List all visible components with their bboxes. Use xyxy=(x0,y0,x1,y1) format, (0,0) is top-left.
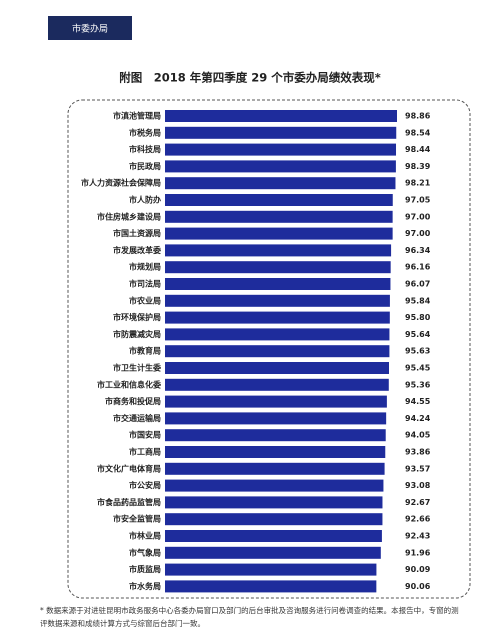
bar xyxy=(165,294,390,307)
category-label: 市司法局 xyxy=(129,279,161,289)
category-label: 市防震减灾局 xyxy=(113,329,161,339)
footnote: * 数据来源于对进驻昆明市政务服务中心各委办局窗口及部门的后台审批及咨询服务进行… xyxy=(40,606,459,628)
value-label: 95.64 xyxy=(405,330,431,339)
category-label: 市气象局 xyxy=(129,547,161,557)
value-label: 98.54 xyxy=(405,128,431,137)
value-label: 90.06 xyxy=(405,582,431,591)
bar xyxy=(165,328,390,341)
category-label: 市公安局 xyxy=(129,480,161,490)
category-label: 市工商局 xyxy=(129,447,161,457)
bar xyxy=(165,261,391,274)
value-label: 91.96 xyxy=(405,548,431,557)
bar xyxy=(165,311,390,324)
value-label: 96.34 xyxy=(405,246,431,255)
bar xyxy=(165,143,397,156)
frame xyxy=(67,99,471,599)
bar xyxy=(165,395,387,408)
category-label: 市商务和投促局 xyxy=(105,396,161,406)
bar xyxy=(165,210,393,223)
category-label: 市林业局 xyxy=(129,531,161,541)
category-label: 市工业和信息化委 xyxy=(97,379,162,389)
value-label: 98.21 xyxy=(405,179,431,188)
value-label: 93.08 xyxy=(405,481,431,490)
header-tab-label: 市委办局 xyxy=(72,23,108,35)
category-label: 市发展改革委 xyxy=(113,245,162,255)
value-label: 92.66 xyxy=(405,515,431,524)
bar xyxy=(165,227,393,240)
value-label: 90.09 xyxy=(405,565,431,574)
category-label: 市环境保护局 xyxy=(113,312,161,322)
chart: 市委办局 附图 2018 年第四季度 29 个市委办局绩效表现* 市滇池管理局 9… xyxy=(48,16,471,599)
category-label: 市水务局 xyxy=(129,581,161,591)
category-label: 市安全监管局 xyxy=(113,514,161,524)
value-label: 97.00 xyxy=(405,212,431,221)
bar xyxy=(165,362,389,374)
bar xyxy=(165,177,396,190)
bar xyxy=(165,563,377,576)
value-label: 98.44 xyxy=(405,145,431,154)
value-label: 96.07 xyxy=(405,280,430,289)
bar xyxy=(165,244,392,257)
category-label: 市住房城乡建设局 xyxy=(97,211,161,221)
value-label: 92.43 xyxy=(405,532,430,541)
value-label: 95.45 xyxy=(405,364,431,373)
value-label: 96.16 xyxy=(405,263,431,272)
value-label: 98.39 xyxy=(405,162,431,171)
value-label: 98.86 xyxy=(405,112,431,121)
category-label: 市文化广电体育局 xyxy=(97,463,161,473)
value-label: 92.67 xyxy=(405,498,430,507)
bar xyxy=(165,462,385,475)
header-tab xyxy=(48,16,132,40)
bar xyxy=(165,446,386,458)
chart-title: 附图 2018 年第四季度 29 个市委办局绩效表现* xyxy=(119,71,381,85)
value-label: 95.84 xyxy=(405,296,431,305)
bar xyxy=(165,479,384,492)
value-label: 93.57 xyxy=(405,464,430,473)
category-label: 市农业局 xyxy=(129,295,161,305)
value-label: 94.24 xyxy=(405,414,431,423)
category-label: 市人防办 xyxy=(129,195,161,205)
bar xyxy=(165,580,377,593)
bar xyxy=(165,278,391,290)
bar xyxy=(165,110,397,122)
value-label: 94.55 xyxy=(405,397,431,406)
category-label: 市教育局 xyxy=(129,346,161,356)
category-label: 市科技局 xyxy=(129,144,161,154)
category-label: 市税务局 xyxy=(129,127,161,137)
value-label: 93.86 xyxy=(405,448,431,457)
bar xyxy=(165,496,383,509)
category-label: 市卫生计生委 xyxy=(113,363,162,373)
value-label: 97.00 xyxy=(405,229,431,238)
bar xyxy=(165,126,397,139)
value-label: 95.36 xyxy=(405,380,431,389)
category-label: 市规划局 xyxy=(129,262,161,272)
bar xyxy=(165,345,390,358)
value-label: 95.63 xyxy=(405,347,430,356)
category-label: 市滇池管理局 xyxy=(113,111,161,121)
bar xyxy=(165,194,393,206)
bar xyxy=(165,378,389,391)
bar xyxy=(165,160,396,173)
value-label: 97.05 xyxy=(405,196,431,205)
category-label: 市人力资源社会保障局 xyxy=(81,178,161,188)
category-label: 市国土资源局 xyxy=(113,228,161,238)
bar xyxy=(165,530,382,542)
category-label: 市民政局 xyxy=(129,161,161,171)
bar xyxy=(165,546,381,559)
value-label: 94.05 xyxy=(405,431,431,440)
bar xyxy=(165,429,386,442)
value-label: 95.80 xyxy=(405,313,431,322)
category-label: 市质监局 xyxy=(129,564,161,574)
category-label: 市国安局 xyxy=(129,430,161,440)
bar xyxy=(165,412,387,425)
category-label: 市食品药品监管局 xyxy=(97,497,161,507)
bar xyxy=(165,513,383,526)
category-label: 市交通运输局 xyxy=(113,413,161,423)
